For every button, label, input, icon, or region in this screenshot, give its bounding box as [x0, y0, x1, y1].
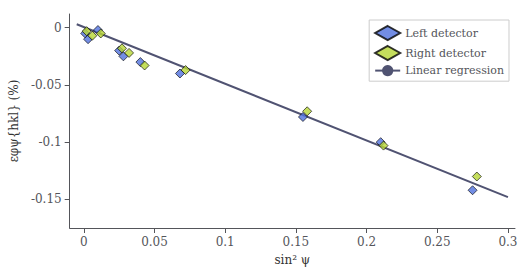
svg-text:0.2: 0.2	[357, 235, 376, 249]
svg-text:sin² ψ: sin² ψ	[274, 253, 310, 267]
svg-text:0: 0	[80, 235, 88, 249]
svg-text:-0.15: -0.15	[31, 192, 62, 206]
svg-text:0.05: 0.05	[141, 235, 168, 249]
svg-text:Linear regression: Linear regression	[405, 64, 504, 77]
svg-text:εφψ{hkl} (%): εφψ{hkl} (%)	[7, 80, 21, 163]
svg-text:0.1: 0.1	[216, 235, 235, 249]
svg-text:Left detector: Left detector	[405, 27, 478, 40]
svg-text:-0.1: -0.1	[39, 135, 62, 149]
svg-text:-0.05: -0.05	[31, 78, 62, 92]
svg-text:0.3: 0.3	[498, 235, 517, 249]
svg-text:0.25: 0.25	[424, 235, 451, 249]
svg-text:Right detector: Right detector	[405, 47, 487, 60]
svg-text:0.15: 0.15	[283, 235, 310, 249]
svg-text:0: 0	[54, 21, 62, 35]
